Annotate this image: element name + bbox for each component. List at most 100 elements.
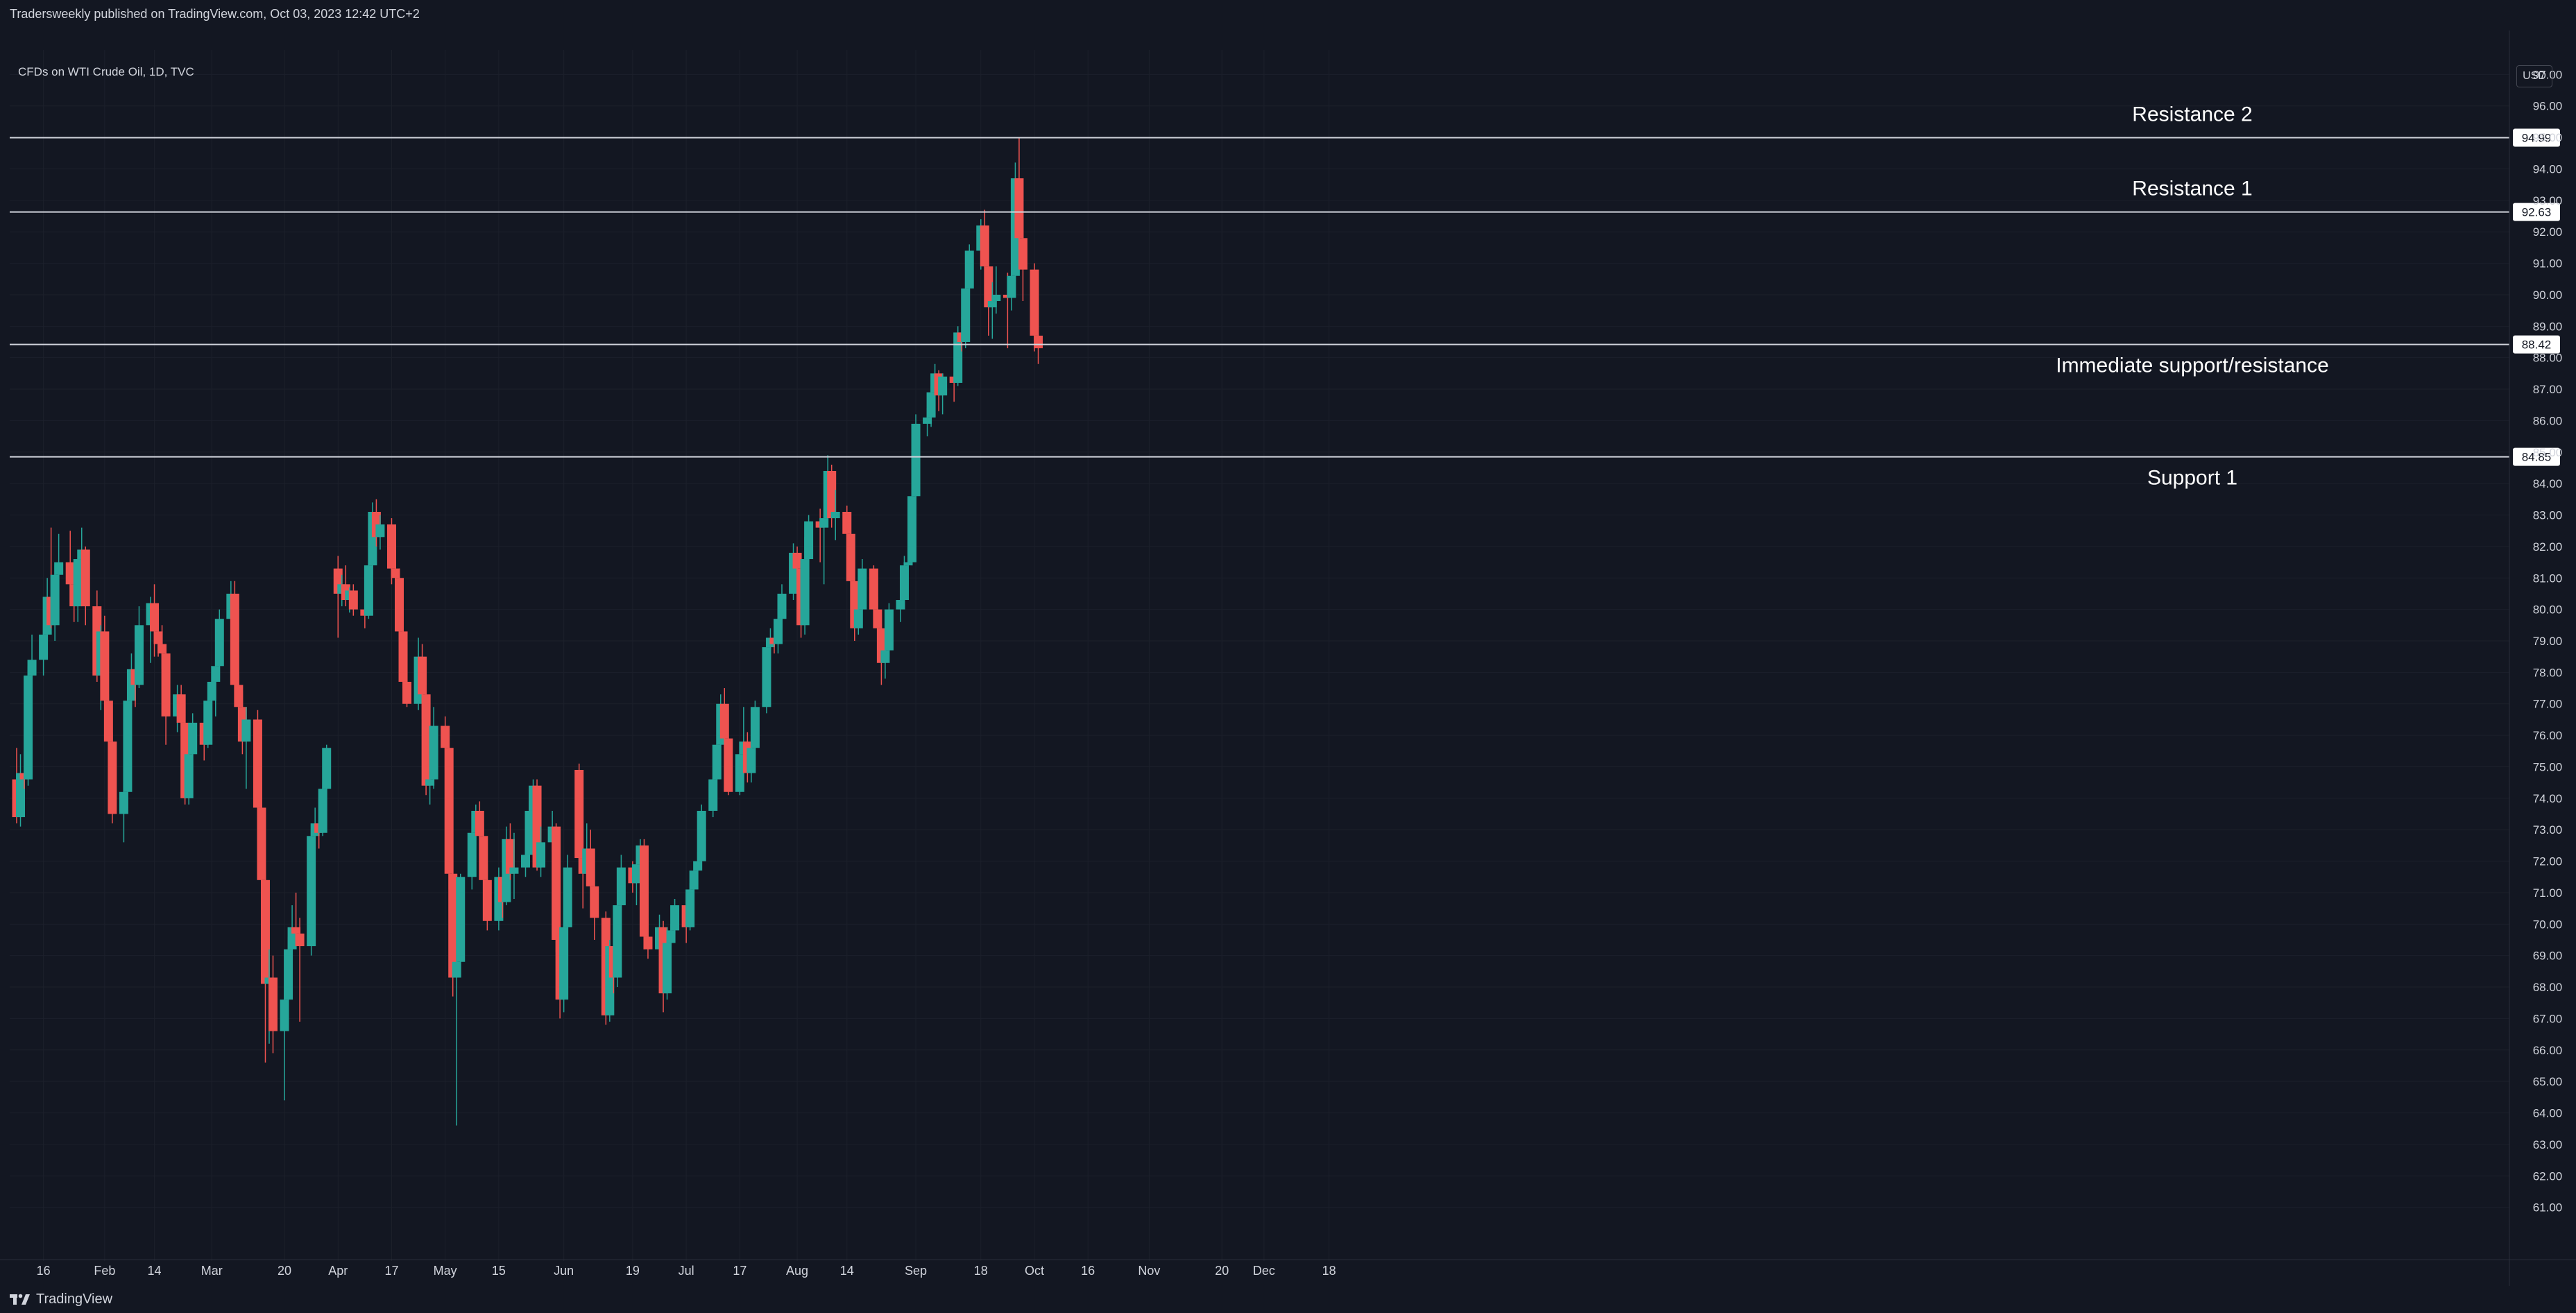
x-tick-label: Apr: [328, 1264, 348, 1278]
currency-button[interactable]: USD: [2516, 65, 2552, 87]
candle-body: [520, 855, 530, 868]
candle-body: [880, 650, 890, 663]
candle-body: [884, 609, 894, 651]
price-chart[interactable]: 94.99 Resistance 2 92.63 Resistance 1 88.42 I…: [0, 31, 2576, 1286]
candle: [257, 782, 266, 896]
publication-text: Tradersweekly published on TradingView.c…: [10, 7, 420, 21]
candle: [268, 955, 278, 1054]
candle-body: [559, 927, 569, 1000]
candle-body: [418, 656, 427, 695]
candle-body: [444, 748, 454, 874]
candle-body: [54, 562, 64, 575]
candle-body: [203, 701, 213, 745]
horizontal-level[interactable]: 94.99 Resistance 2: [10, 103, 2560, 147]
y-tick-label: 87.00: [2533, 383, 2563, 396]
x-tick-label: 14: [148, 1264, 162, 1278]
x-tick-label: 15: [492, 1264, 506, 1278]
horizontal-level[interactable]: 88.42 Immediate support/resistance: [10, 335, 2560, 377]
candle-body: [631, 864, 641, 884]
candle: [27, 634, 37, 710]
candle-body: [899, 565, 909, 601]
y-tick-label: 96.00: [2533, 100, 2563, 113]
tradingview-brand[interactable]: TradingView: [10, 1291, 112, 1307]
grid-lines: [10, 50, 2509, 1261]
candle: [907, 490, 917, 566]
candle-body: [157, 644, 167, 654]
candle-body: [792, 552, 802, 569]
candle-body: [421, 694, 431, 786]
chart-pane[interactable]: 94.99 Resistance 2 92.63 Resistance 1 88.42 I…: [0, 31, 2576, 1286]
y-tick-label: 93.00: [2533, 194, 2563, 207]
candle-body: [364, 565, 373, 616]
candle-body: [827, 471, 837, 519]
candle-body: [1007, 275, 1016, 298]
level-price-label: 84.85: [2522, 451, 2552, 464]
x-tick-label: Jul: [679, 1264, 694, 1278]
candle: [398, 625, 408, 689]
candle-body: [536, 842, 546, 868]
candle-body: [747, 748, 756, 773]
candle-body: [391, 568, 400, 578]
candle-body: [804, 521, 814, 560]
candle-body: [260, 879, 270, 984]
horizontal-level[interactable]: 92.63 Resistance 1: [10, 178, 2560, 221]
y-tick-label: 65.00: [2533, 1075, 2563, 1088]
y-tick-label: 69.00: [2533, 950, 2563, 963]
candle-body: [563, 867, 572, 927]
candle: [80, 546, 90, 626]
y-tick-label: 66.00: [2533, 1044, 2563, 1057]
candle: [858, 559, 867, 626]
x-tick-label: 17: [384, 1264, 398, 1278]
candle-body: [643, 936, 653, 950]
candle: [750, 701, 760, 755]
horizontal-levels[interactable]: 94.99 Resistance 2 92.63 Resistance 1 88.42 I…: [10, 103, 2560, 490]
candle-body: [161, 653, 171, 716]
candle: [616, 855, 626, 912]
candle-body: [926, 392, 936, 418]
candle: [524, 801, 534, 861]
candle: [991, 266, 1001, 314]
candle-body: [663, 943, 672, 994]
candle: [697, 804, 706, 865]
y-tick-label: 84.00: [2533, 477, 2563, 490]
y-tick-label: 62.00: [2533, 1169, 2563, 1183]
candle: [24, 666, 33, 786]
candle: [830, 490, 840, 540]
candle-body: [938, 376, 948, 396]
y-tick-label: 68.00: [2533, 981, 2563, 994]
symbol-legend: CFDs on WTI Crude Oil, 1D, TVC: [18, 65, 194, 78]
candle: [318, 782, 327, 836]
candle: [134, 606, 144, 689]
level-annotation: Resistance 1: [2132, 178, 2252, 200]
candle-body: [735, 754, 744, 792]
candle-body: [176, 694, 186, 723]
candle: [685, 883, 695, 931]
candle: [429, 707, 438, 789]
horizontal-level[interactable]: 84.85 Support 1: [10, 447, 2560, 490]
candle-body: [467, 832, 477, 877]
axes: 61.00 62.00 63.00 64.00 65.00 66.00 67.00 68.00…: [0, 31, 2576, 1286]
candle: [666, 924, 676, 966]
candle: [230, 581, 239, 701]
candle: [375, 515, 385, 550]
candle-body: [398, 631, 408, 682]
candle: [777, 584, 787, 628]
x-tick-label: 16: [1081, 1264, 1095, 1278]
candle: [161, 650, 171, 745]
y-tick-label: 83.00: [2533, 509, 2563, 522]
candle-body: [103, 701, 113, 742]
candle: [295, 918, 305, 1022]
y-tick-label: 63.00: [2533, 1138, 2563, 1151]
candle-body: [257, 807, 266, 880]
candle-body: [1030, 269, 1039, 336]
y-tick-label: 67.00: [2533, 1012, 2563, 1025]
candle-body: [402, 681, 412, 704]
candles: [12, 137, 1043, 1126]
y-tick-label: 95.00: [2533, 131, 2563, 144]
candle: [719, 688, 729, 748]
candle-body: [613, 905, 622, 978]
level-price-tag: [2513, 335, 2560, 354]
y-tick-label: 61.00: [2533, 1201, 2563, 1215]
candle-body: [234, 685, 244, 707]
candle-body: [724, 738, 733, 792]
